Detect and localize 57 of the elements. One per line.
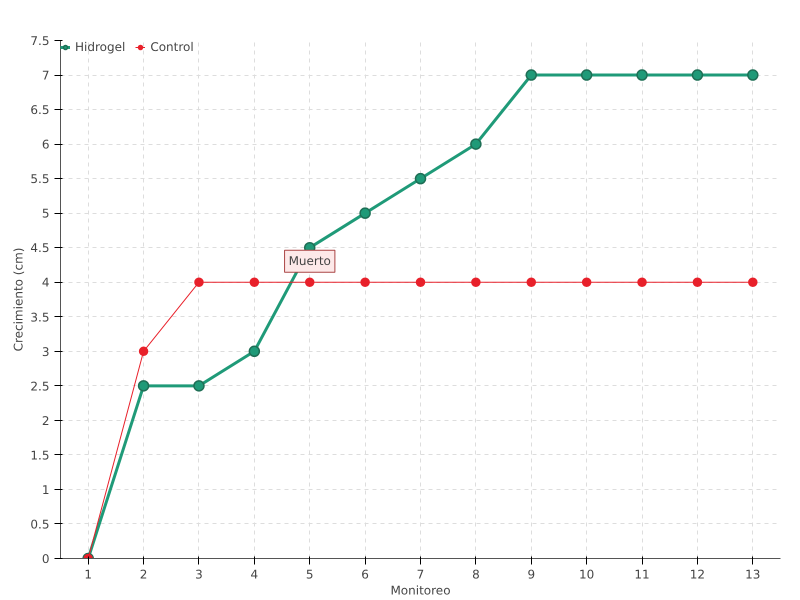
legend-label: Hidrogel xyxy=(75,40,126,54)
x-tick-label: 12 xyxy=(690,568,706,582)
annotation: Muerto xyxy=(288,254,331,268)
y-tick-label: 7.5 xyxy=(30,34,50,48)
x-tick-label: 9 xyxy=(527,568,536,582)
point xyxy=(526,69,538,81)
y-tick-label: 0.5 xyxy=(30,517,50,532)
y-tick-label: 5 xyxy=(42,206,50,221)
y-tick-label: 3.5 xyxy=(30,310,50,324)
point xyxy=(747,69,759,81)
x-tick-label: 5 xyxy=(306,568,314,582)
y-tick-label: 2.5 xyxy=(30,379,50,394)
y-tick-label: 3 xyxy=(42,344,50,359)
point xyxy=(360,277,370,287)
x-tick-label: 11 xyxy=(634,568,650,582)
y-tick-label: 1 xyxy=(42,482,50,497)
y-tick-label: 0 xyxy=(42,552,50,566)
point xyxy=(470,138,482,150)
x-tick-label: 1 xyxy=(84,568,92,582)
x-tick-label: 8 xyxy=(472,568,480,582)
point xyxy=(138,346,148,356)
point xyxy=(748,277,758,287)
y-tick-label: 4.5 xyxy=(30,241,50,256)
point xyxy=(526,277,536,287)
point xyxy=(636,69,648,81)
x-tick-label: 2 xyxy=(140,568,148,582)
point xyxy=(637,277,647,287)
x-tick-label: 3 xyxy=(195,568,203,582)
legend-label: Control xyxy=(150,40,194,54)
point xyxy=(471,277,481,287)
point xyxy=(250,277,260,287)
point xyxy=(304,277,314,287)
point xyxy=(580,69,592,81)
point xyxy=(582,277,592,287)
point xyxy=(359,207,371,219)
x-tick-label: 4 xyxy=(250,568,258,582)
y-tick-label: 4 xyxy=(42,276,50,290)
point xyxy=(138,380,150,392)
y-tick-label: 2 xyxy=(42,414,50,428)
y-tick-label: 6.5 xyxy=(30,103,50,118)
point xyxy=(193,380,205,392)
y-axis-title: Crecimiento (cm) xyxy=(11,248,26,352)
x-tick-label: 10 xyxy=(579,568,594,582)
point xyxy=(692,277,702,287)
x-tick-label: 6 xyxy=(361,568,369,582)
point xyxy=(248,346,260,358)
y-tick-label: 6 xyxy=(42,138,50,152)
y-tick-label: 1.5 xyxy=(30,448,50,462)
point xyxy=(194,277,204,287)
x-tick-label: 13 xyxy=(745,568,760,582)
x-axis-title: Monitoreo xyxy=(390,584,451,598)
y-tick-label: 5.5 xyxy=(30,172,50,186)
x-tick-label: 7 xyxy=(416,568,424,582)
point xyxy=(416,277,426,287)
point xyxy=(692,69,704,81)
y-tick-label: 7 xyxy=(42,68,50,83)
point xyxy=(414,172,426,184)
